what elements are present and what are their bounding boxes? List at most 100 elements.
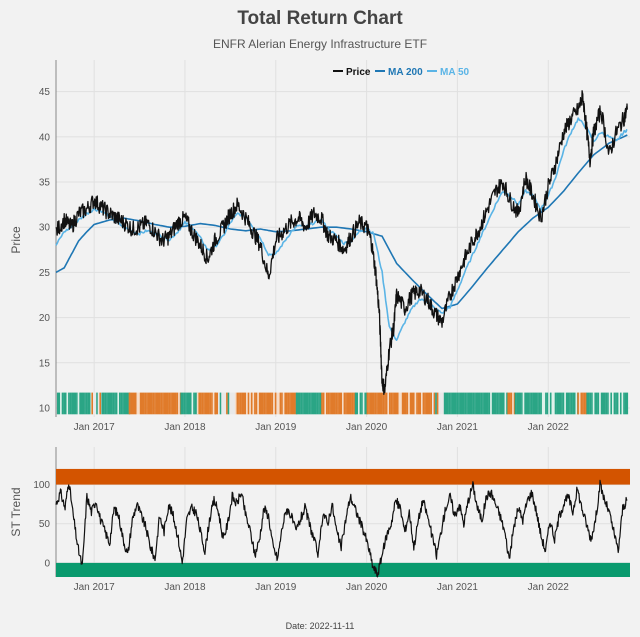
regime-bar — [557, 392, 560, 415]
regime-bar — [171, 392, 174, 415]
st-bands — [56, 468, 630, 577]
x-tick-label: Jan 2021 — [437, 582, 479, 593]
regime-bar — [313, 392, 316, 415]
chart-subtitle: ENFR Alerian Energy Infrastructure ETF — [212, 37, 428, 51]
regime-bar — [516, 392, 518, 415]
regime-bar — [433, 392, 436, 415]
x-tick-label: Jan 2019 — [255, 582, 297, 593]
regime-bar — [620, 392, 622, 415]
regime-bar — [60, 392, 62, 415]
x-tick-label: Jan 2018 — [164, 582, 206, 593]
regime-bar — [358, 392, 360, 415]
regime-bar — [198, 392, 201, 415]
regime-bar — [271, 392, 274, 415]
regime-bar — [257, 392, 259, 415]
regime-bar — [300, 392, 303, 415]
regime-bar — [138, 392, 140, 415]
regime-bar — [204, 392, 207, 415]
regime-bar — [84, 392, 86, 415]
regime-bar — [573, 392, 576, 415]
regime-bar — [535, 392, 538, 415]
regime-bar — [250, 392, 253, 415]
regime-bar — [286, 392, 288, 415]
regime-bar — [219, 392, 222, 415]
regime-bar — [106, 392, 108, 415]
regime-bar — [149, 392, 152, 415]
y-tick-label: 0 — [44, 558, 50, 569]
regime-bar — [69, 392, 72, 415]
regime-bar — [417, 392, 420, 415]
regime-bar — [548, 392, 550, 415]
regime-bar — [154, 392, 156, 415]
regime-bar — [139, 392, 142, 415]
regime-bar — [613, 392, 616, 415]
regime-bar — [218, 392, 220, 415]
regime-bar — [623, 392, 625, 415]
regime-bar — [88, 392, 91, 415]
regime-bar — [510, 392, 513, 415]
regime-bar — [453, 392, 456, 415]
y-tick-label: 100 — [33, 480, 50, 491]
regime-bar — [222, 392, 225, 415]
regime-bar — [440, 392, 442, 415]
regime-bar — [424, 392, 426, 415]
regime-bar — [159, 392, 161, 415]
regime-bar — [180, 392, 183, 415]
price-series — [55, 90, 628, 395]
regime-bar — [561, 392, 563, 415]
regime-bar — [456, 392, 459, 415]
regime-bar — [414, 392, 417, 415]
regime-bar — [586, 392, 589, 415]
regime-bar — [599, 392, 601, 415]
regime-bar — [376, 392, 378, 415]
regime-bar — [364, 392, 367, 415]
regime-bar — [63, 392, 65, 415]
regime-bar — [196, 392, 199, 415]
regime-bar — [183, 392, 186, 415]
price-x-ticks: Jan 2017 Jan 2018 Jan 2019 Jan 2020 Jan 2021… — [74, 422, 570, 433]
regime-bar — [482, 392, 484, 415]
regime-bar — [125, 392, 128, 415]
regime-bar — [477, 392, 480, 415]
regime-bar — [562, 392, 565, 415]
regime-bar — [551, 392, 554, 415]
regime-bar — [297, 392, 300, 415]
regime-bar — [545, 392, 547, 415]
regime-bar — [498, 392, 500, 415]
regime-bar — [474, 392, 476, 415]
regime-bar — [167, 392, 169, 415]
regime-bar — [607, 392, 609, 415]
regime-bar — [209, 392, 212, 415]
regime-bar — [559, 392, 562, 415]
regime-bar — [157, 392, 160, 415]
regime-bar — [612, 392, 614, 415]
regime-bar — [430, 392, 433, 415]
regime-bar — [411, 392, 414, 415]
regime-bar — [327, 392, 330, 415]
regime-bar — [229, 392, 231, 415]
regime-bar — [305, 392, 308, 415]
price-plot-area — [56, 60, 630, 417]
regime-bar — [133, 392, 136, 415]
regime-bar — [626, 392, 629, 415]
regime-strip — [56, 392, 629, 415]
regime-bar — [155, 392, 158, 415]
regime-bar — [421, 392, 423, 415]
legend-label: MA 50 — [440, 67, 470, 78]
regime-bar — [467, 392, 470, 415]
regime-bar — [461, 392, 464, 415]
regime-bar — [427, 392, 430, 415]
regime-bar — [495, 392, 497, 415]
regime-bar — [522, 392, 525, 415]
regime-bar — [527, 392, 530, 415]
x-tick-label: Jan 2018 — [164, 422, 206, 433]
regime-bar — [359, 392, 362, 415]
regime-bar — [605, 392, 608, 415]
regime-bar — [504, 392, 507, 415]
regime-bar — [621, 392, 624, 415]
regime-bar — [374, 392, 377, 415]
regime-bar — [136, 392, 139, 415]
regime-bar — [308, 392, 311, 415]
regime-bar — [479, 392, 481, 415]
regime-bar — [85, 392, 88, 415]
